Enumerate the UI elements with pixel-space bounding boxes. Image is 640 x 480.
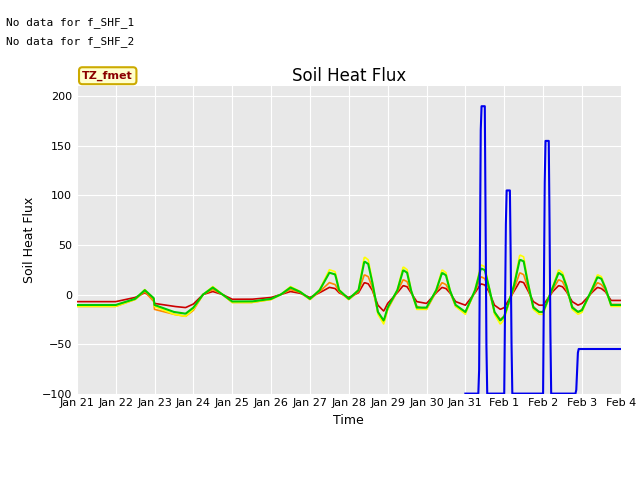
SHF2 bbox=[516, 270, 524, 276]
SHF4 bbox=[516, 257, 524, 263]
SHF4 bbox=[617, 302, 625, 308]
SHF3 bbox=[371, 292, 378, 298]
SHF2 bbox=[371, 295, 378, 301]
SHF2 bbox=[445, 286, 452, 292]
SHF1 bbox=[73, 299, 81, 304]
Line: SHF5: SHF5 bbox=[465, 106, 621, 394]
SHF1 bbox=[617, 298, 625, 303]
SHF1 bbox=[226, 295, 234, 301]
SHF2 bbox=[98, 303, 106, 309]
SHF3 bbox=[390, 293, 398, 299]
X-axis label: Time: Time bbox=[333, 414, 364, 427]
SHF2 bbox=[513, 277, 521, 283]
SHF3 bbox=[98, 303, 106, 309]
SHF2 bbox=[226, 298, 234, 303]
SHF2 bbox=[617, 301, 625, 307]
Text: No data for f_SHF_1: No data for f_SHF_1 bbox=[6, 17, 134, 28]
SHF4 bbox=[98, 302, 106, 308]
SHF3 bbox=[617, 303, 625, 309]
SHF4 bbox=[513, 268, 521, 274]
SHF1 bbox=[445, 288, 452, 294]
SHF2 bbox=[73, 303, 81, 309]
SHF1 bbox=[516, 279, 524, 285]
SHF1 bbox=[513, 283, 521, 289]
SHF3 bbox=[380, 321, 387, 327]
SHF3 bbox=[73, 303, 81, 309]
SHF2 bbox=[380, 319, 387, 325]
SHF5 bbox=[513, 391, 520, 396]
SHF1 bbox=[371, 294, 378, 300]
SHF4 bbox=[445, 282, 452, 288]
SHF4 bbox=[380, 318, 387, 324]
SHF3 bbox=[226, 298, 234, 303]
Line: SHF4: SHF4 bbox=[77, 260, 621, 321]
Text: TZ_fmet: TZ_fmet bbox=[83, 71, 133, 81]
SHF3 bbox=[516, 252, 524, 258]
SHF1 bbox=[390, 293, 398, 299]
Text: No data for f_SHF_2: No data for f_SHF_2 bbox=[6, 36, 134, 47]
SHF3 bbox=[513, 265, 521, 271]
Y-axis label: Soil Heat Flux: Soil Heat Flux bbox=[23, 197, 36, 283]
SHF4 bbox=[73, 302, 81, 308]
SHF4 bbox=[390, 293, 398, 299]
Line: SHF2: SHF2 bbox=[77, 273, 621, 322]
Line: SHF1: SHF1 bbox=[77, 282, 621, 311]
SHF2 bbox=[390, 295, 398, 300]
SHF4 bbox=[226, 297, 234, 302]
SHF3 bbox=[445, 280, 452, 286]
Line: SHF3: SHF3 bbox=[77, 255, 621, 324]
SHF1 bbox=[98, 299, 106, 304]
Title: Soil Heat Flux: Soil Heat Flux bbox=[292, 67, 406, 85]
SHF5 bbox=[617, 346, 625, 352]
SHF1 bbox=[380, 308, 387, 314]
SHF4 bbox=[371, 292, 378, 298]
